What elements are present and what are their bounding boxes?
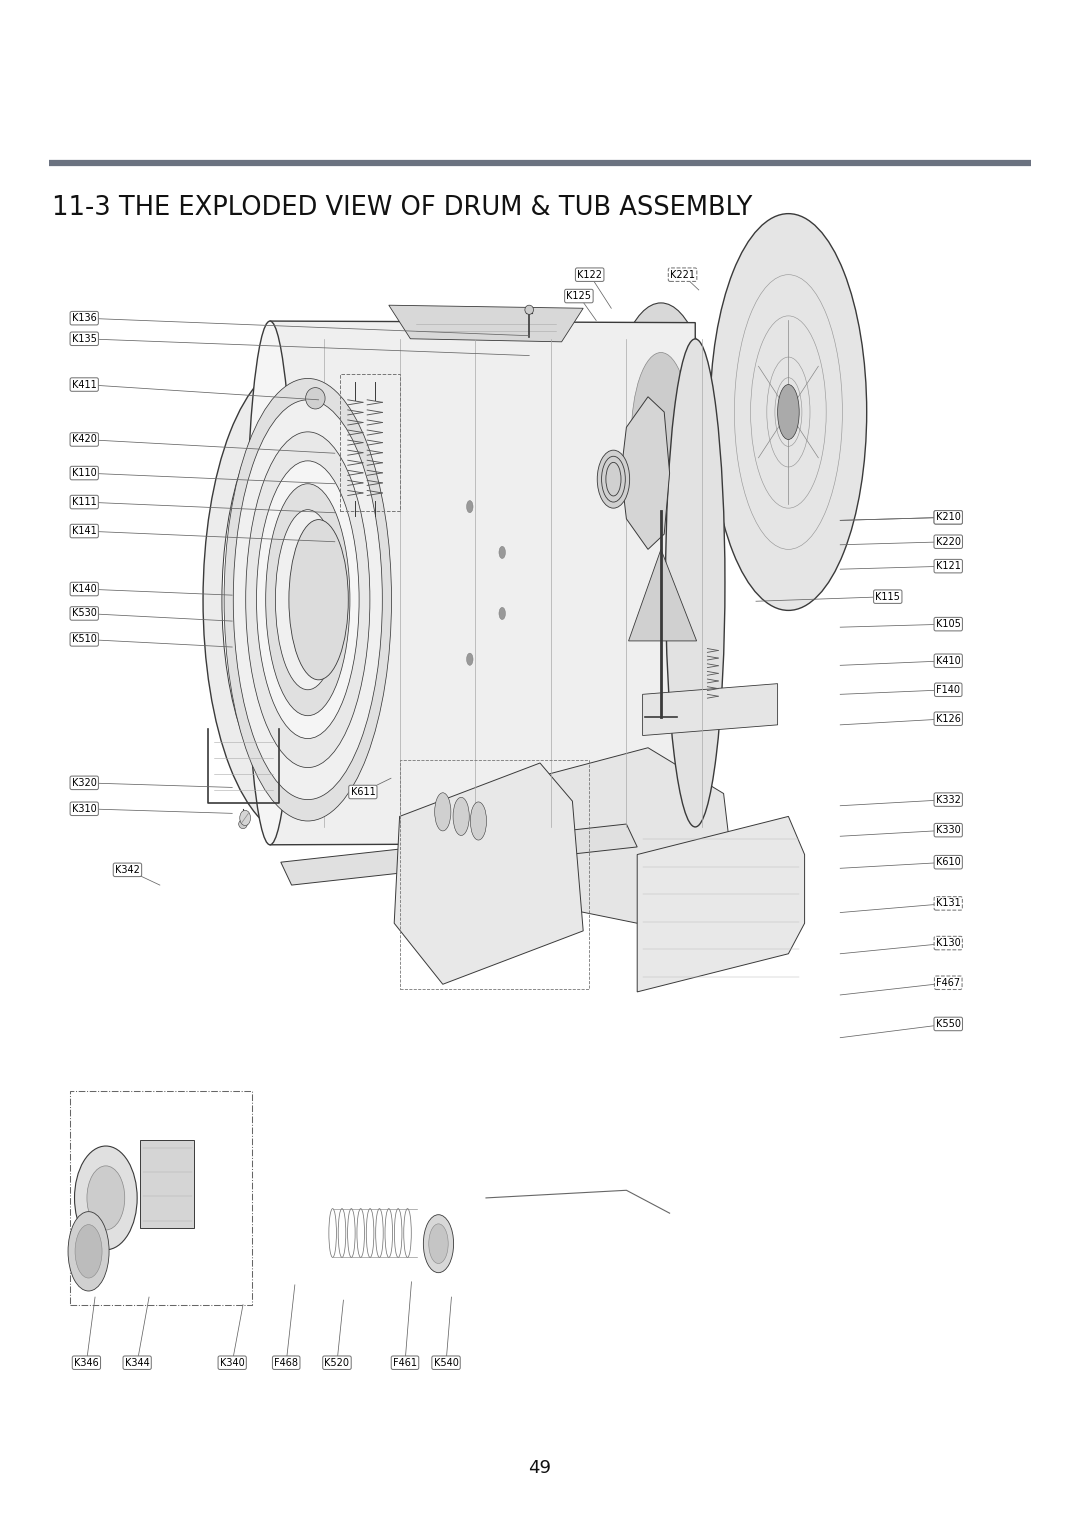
Ellipse shape — [306, 388, 325, 409]
Text: K342: K342 — [114, 865, 140, 874]
Ellipse shape — [602, 456, 625, 502]
Ellipse shape — [224, 378, 391, 821]
Polygon shape — [270, 320, 696, 845]
Text: K310: K310 — [72, 804, 96, 813]
Bar — [140, 1140, 194, 1228]
Ellipse shape — [275, 510, 340, 690]
Ellipse shape — [256, 461, 359, 739]
Text: F468: F468 — [274, 1358, 298, 1367]
Text: K340: K340 — [220, 1358, 244, 1367]
Text: K410: K410 — [936, 656, 960, 665]
Polygon shape — [629, 549, 697, 641]
Text: K136: K136 — [72, 313, 96, 324]
Ellipse shape — [467, 501, 473, 513]
Text: 49: 49 — [528, 1459, 552, 1477]
Text: K550: K550 — [935, 1019, 961, 1029]
Text: K332: K332 — [935, 795, 961, 804]
Text: F140: F140 — [936, 685, 960, 694]
Text: K121: K121 — [935, 562, 961, 571]
Ellipse shape — [245, 320, 294, 845]
Ellipse shape — [266, 484, 350, 716]
Polygon shape — [637, 816, 805, 992]
Ellipse shape — [499, 546, 505, 559]
Text: K125: K125 — [566, 291, 592, 301]
Ellipse shape — [610, 302, 713, 571]
Ellipse shape — [665, 339, 725, 827]
Text: K540: K540 — [433, 1358, 459, 1367]
Text: K530: K530 — [71, 609, 97, 618]
Polygon shape — [643, 684, 778, 736]
Text: K520: K520 — [324, 1358, 350, 1367]
Ellipse shape — [423, 1215, 454, 1273]
Text: K210: K210 — [935, 513, 961, 522]
Ellipse shape — [240, 810, 251, 826]
Ellipse shape — [606, 462, 621, 496]
Polygon shape — [464, 748, 734, 923]
Text: K126: K126 — [935, 714, 961, 723]
Text: F467: F467 — [936, 978, 960, 987]
Ellipse shape — [467, 653, 473, 665]
Text: K611: K611 — [351, 787, 375, 797]
Text: K420: K420 — [71, 435, 97, 444]
Ellipse shape — [429, 1224, 448, 1264]
Text: K221: K221 — [670, 270, 696, 279]
Bar — [340, 374, 400, 511]
Ellipse shape — [434, 794, 451, 830]
Text: K111: K111 — [72, 497, 96, 507]
Text: K131: K131 — [936, 899, 960, 908]
Text: K115: K115 — [875, 592, 901, 601]
Text: K140: K140 — [72, 584, 96, 594]
Polygon shape — [621, 397, 670, 549]
Polygon shape — [389, 305, 583, 342]
Ellipse shape — [597, 450, 630, 508]
Text: K330: K330 — [936, 826, 960, 835]
Ellipse shape — [454, 797, 469, 836]
Polygon shape — [394, 763, 583, 984]
Ellipse shape — [631, 353, 691, 520]
Bar — [70, 1091, 252, 1305]
Ellipse shape — [76, 1224, 102, 1279]
Ellipse shape — [711, 214, 866, 610]
Text: K122: K122 — [577, 270, 603, 279]
Ellipse shape — [289, 519, 348, 681]
Text: K346: K346 — [75, 1358, 98, 1367]
Ellipse shape — [86, 1166, 125, 1230]
Text: F461: F461 — [393, 1358, 417, 1367]
Polygon shape — [281, 824, 637, 885]
Ellipse shape — [75, 1146, 137, 1250]
Ellipse shape — [778, 385, 799, 439]
Ellipse shape — [239, 819, 247, 829]
Text: K105: K105 — [935, 620, 961, 629]
Ellipse shape — [221, 404, 367, 795]
Text: K344: K344 — [125, 1358, 149, 1367]
Ellipse shape — [245, 432, 369, 768]
Ellipse shape — [233, 400, 382, 800]
Text: K110: K110 — [72, 468, 96, 478]
Text: K510: K510 — [71, 635, 97, 644]
Ellipse shape — [499, 607, 505, 620]
Ellipse shape — [471, 801, 486, 839]
Text: K141: K141 — [72, 526, 96, 536]
Text: K130: K130 — [936, 938, 960, 948]
Text: K320: K320 — [71, 778, 97, 787]
Text: K211: K211 — [935, 513, 961, 522]
Ellipse shape — [525, 305, 534, 314]
Ellipse shape — [203, 363, 387, 836]
Text: K220: K220 — [935, 537, 961, 546]
Text: K411: K411 — [72, 380, 96, 389]
Ellipse shape — [68, 1212, 109, 1291]
Text: K610: K610 — [936, 858, 960, 867]
Text: 11-3 THE EXPLODED VIEW OF DRUM & TUB ASSEMBLY: 11-3 THE EXPLODED VIEW OF DRUM & TUB ASS… — [52, 195, 752, 221]
Text: K135: K135 — [71, 334, 97, 343]
Bar — [400, 760, 589, 989]
